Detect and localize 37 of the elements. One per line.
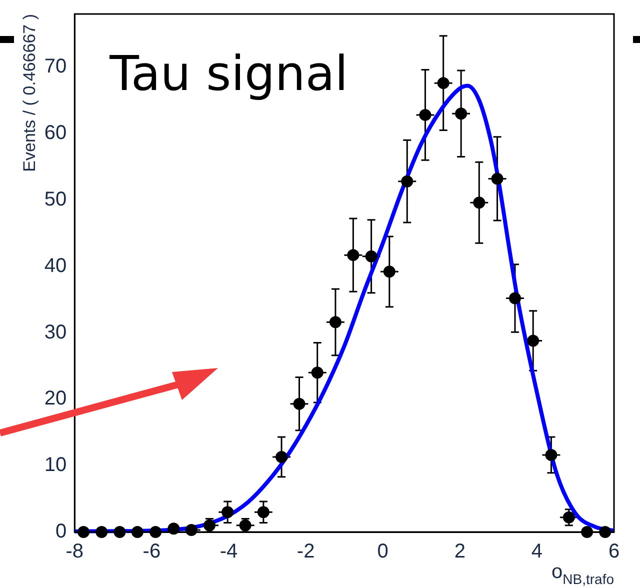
x-tick-label: -2 — [296, 540, 315, 563]
y-tick-label: 40 — [44, 254, 67, 277]
point — [329, 316, 342, 328]
x-tick-label: 6 — [608, 540, 620, 563]
x-tick-label: 2 — [454, 540, 466, 563]
point — [473, 196, 486, 209]
point — [311, 366, 324, 379]
point — [419, 108, 432, 121]
point — [545, 448, 558, 461]
point — [562, 511, 575, 524]
point — [222, 506, 234, 518]
point — [276, 450, 288, 463]
x-tick-label: -8 — [66, 540, 84, 563]
x-tick-label: -6 — [142, 540, 161, 563]
point — [491, 172, 504, 185]
y-axis-title: Events / ( 0.466667 ) — [20, 14, 39, 172]
y-tick-label: 50 — [44, 188, 67, 210]
point — [455, 108, 468, 120]
y-tick-label: 70 — [44, 56, 67, 78]
point — [508, 292, 521, 304]
x-tick-label: -4 — [220, 540, 238, 563]
point — [257, 506, 270, 518]
y-tick-label: 0 — [56, 520, 67, 543]
annotation: Tau signal — [108, 46, 348, 102]
point — [293, 398, 306, 410]
y-tick-label: 20 — [44, 388, 67, 410]
x-tick-label: 4 — [531, 540, 543, 563]
point — [527, 334, 540, 347]
point — [365, 250, 378, 262]
point — [347, 249, 360, 262]
point — [401, 175, 414, 188]
point — [437, 77, 450, 90]
point — [383, 266, 396, 278]
y-tick-label: 10 — [44, 454, 67, 476]
y-tick-label: 30 — [44, 321, 67, 344]
y-tick-label: 60 — [44, 122, 67, 144]
x-tick-label: 0 — [377, 540, 388, 563]
